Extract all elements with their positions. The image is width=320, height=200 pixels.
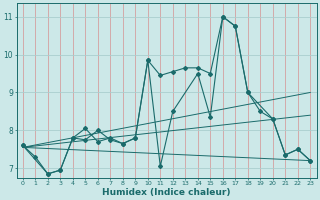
X-axis label: Humidex (Indice chaleur): Humidex (Indice chaleur) [102, 188, 231, 197]
